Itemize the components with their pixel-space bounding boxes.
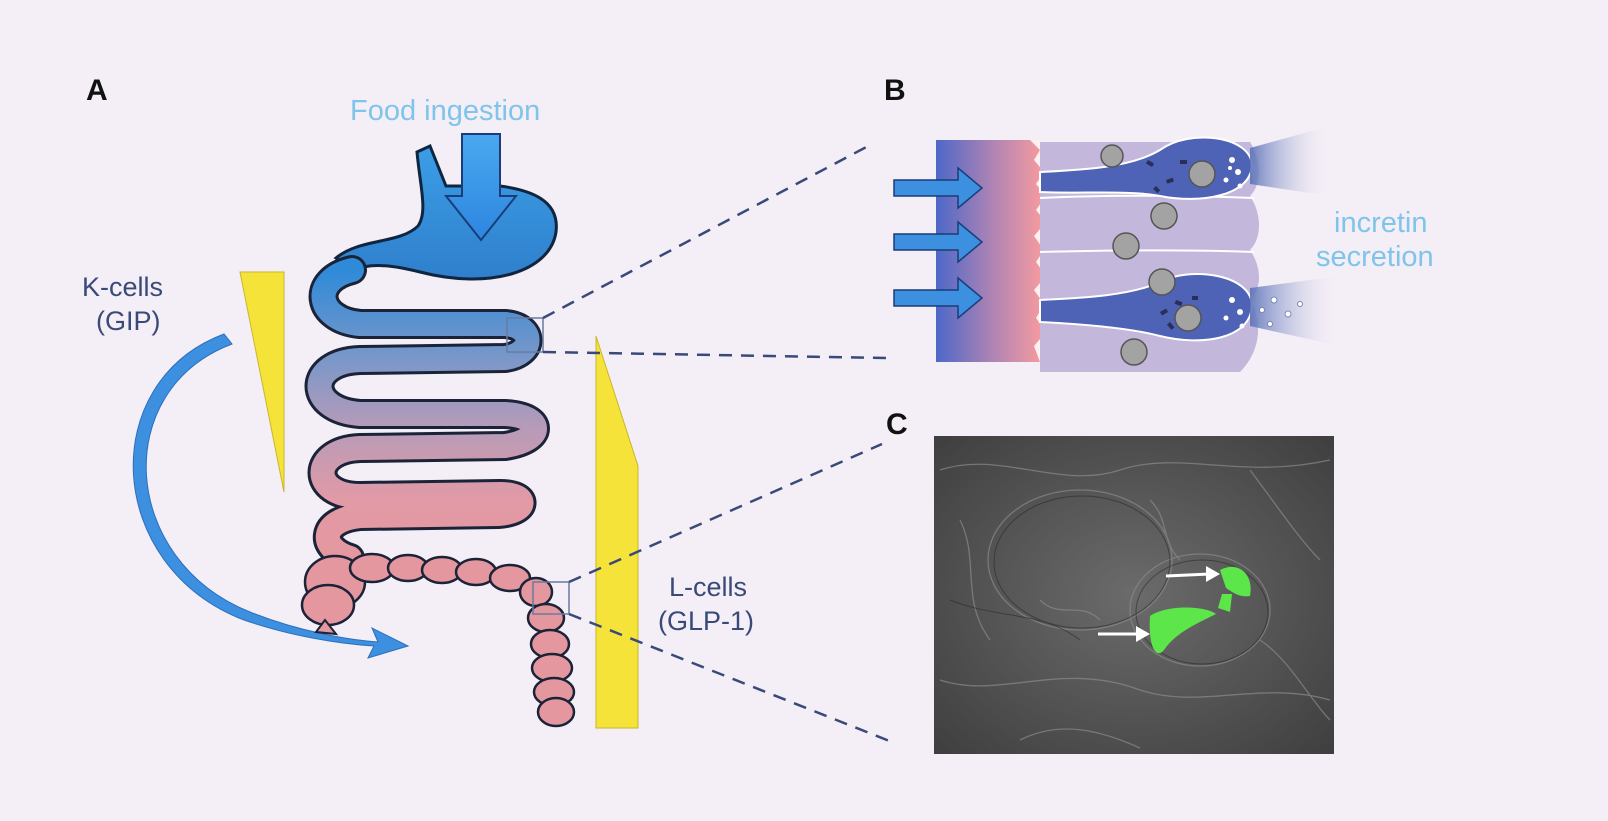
colon (300, 552, 576, 728)
l-cell-fluorescent-2 (1218, 594, 1232, 612)
food-ingestion-arrow (443, 133, 519, 242)
white-granules (1223, 157, 1245, 329)
secretion-cone-bottom (1250, 276, 1340, 346)
micrograph-background (934, 436, 1334, 754)
secretion-label: secretion (1316, 241, 1434, 273)
panel-a-letter: A (86, 74, 108, 107)
tissue-shadows (949, 495, 1269, 665)
k-cells-label: K-cells (82, 272, 163, 302)
stomach (333, 143, 558, 281)
incretin-label: incretin (1334, 207, 1428, 239)
arrow-2-head (1136, 626, 1150, 642)
stomach-body (333, 143, 558, 281)
zoom-connectors (542, 142, 893, 744)
l-cell-fluorescent-3 (1149, 607, 1216, 654)
l-cells-glp1-label: (GLP-1) (658, 606, 754, 636)
k-cells-gip-label: (GIP) (96, 306, 161, 336)
appendix (314, 618, 339, 636)
small-intestine (307, 258, 547, 570)
connector-b-top (542, 142, 873, 320)
nutrient-arrow-3 (893, 276, 984, 320)
secreted-particles (1259, 296, 1303, 327)
secretion-cone-top (1250, 126, 1330, 196)
panel-c-letter: C (886, 408, 908, 441)
l-cell-gradient-wedge (595, 335, 639, 729)
k-cell-gradient-wedge (239, 271, 285, 493)
secretory-granules (1146, 159, 1198, 330)
food-ingestion-label: Food ingestion (350, 95, 540, 127)
gip-curved-arrow (132, 333, 410, 659)
l-cell-fluorescent-1 (1220, 566, 1251, 597)
epithelium-illustration (893, 126, 1340, 372)
nutrient-arrows (893, 166, 984, 320)
gut-lumen (936, 140, 1040, 362)
panel-b-letter: B (884, 74, 906, 107)
arrow-1-shaft (1165, 572, 1211, 578)
connector-c-bottom (568, 612, 893, 744)
micrograph-arrows (1098, 566, 1220, 642)
tissue-texture (939, 459, 1331, 749)
small-intestine-zoom-box (506, 317, 544, 353)
l-cells-label: L-cells (669, 572, 747, 602)
nuclei (1100, 144, 1216, 366)
nutrient-arrow-2 (893, 220, 984, 264)
nutrient-arrow-1 (893, 166, 984, 210)
micrograph (934, 436, 1334, 754)
arrow-1-head (1206, 566, 1220, 582)
colon-zoom-box (532, 581, 570, 615)
connector-b-bottom (542, 350, 887, 360)
